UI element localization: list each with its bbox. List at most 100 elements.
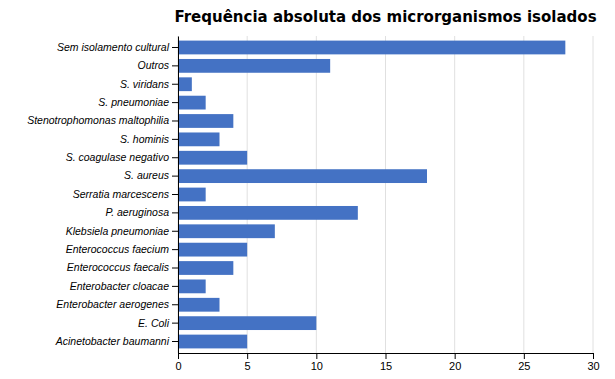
chart: 0 5 10 15 20 25 30 Acinetobacter baumanni E. Col… <box>0 0 615 379</box>
tick-label: S. viridans <box>120 78 170 90</box>
x-axis: 0 5 10 15 20 25 30 <box>175 353 599 372</box>
tick-mark <box>247 353 248 359</box>
tick-mark <box>172 249 178 250</box>
tick-label: Enterococcus faecium <box>66 243 170 255</box>
tick-mark <box>172 286 178 287</box>
tick-label: 0 <box>175 360 181 372</box>
y-axis: Acinetobacter baumanni E. Coli Enterobacte… <box>27 37 178 354</box>
bar <box>178 41 565 55</box>
tick: Serratia marcescens <box>73 188 178 200</box>
tick: Klebsiela pneumoniae <box>66 225 178 237</box>
tick-label: Stenotrophomonas maltophilia <box>27 114 169 126</box>
tick-label: Serratia marcescens <box>73 188 170 200</box>
tick-mark <box>172 323 178 324</box>
bar <box>178 224 275 238</box>
grid-line <box>247 36 248 353</box>
tick-mark <box>593 353 594 359</box>
tick-label: 10 <box>311 360 323 372</box>
tick-mark <box>172 47 178 48</box>
tick-label: Klebsiela pneumoniae <box>66 225 169 237</box>
bar <box>178 132 220 146</box>
tick-label: Enterococcus faecalis <box>67 261 170 273</box>
tick-mark <box>172 139 178 140</box>
tick-mark <box>316 353 317 359</box>
tick-label: S. hominis <box>120 133 170 145</box>
tick-mark <box>172 194 178 195</box>
tick-mark <box>172 84 178 85</box>
bar <box>178 243 247 257</box>
bar <box>178 188 206 202</box>
tick: S. viridans <box>120 78 178 90</box>
tick: 0 <box>175 353 181 372</box>
tick-label: 25 <box>518 360 530 372</box>
tick: 25 <box>518 353 530 372</box>
tick: S. hominis <box>120 133 178 145</box>
tick-mark <box>172 157 178 158</box>
tick-mark <box>386 353 387 359</box>
tick: S. pneumoniae <box>98 96 178 108</box>
tick-label: S. coagulase negativo <box>66 151 169 163</box>
grid-line <box>523 36 524 353</box>
tick: 5 <box>245 353 251 372</box>
tick: Outros <box>137 59 178 71</box>
tick: Stenotrophomonas maltophilia <box>27 114 178 126</box>
bar <box>178 114 233 128</box>
tick-mark <box>172 304 178 305</box>
tick-label: P. aeruginosa <box>106 206 170 218</box>
bar <box>178 96 206 110</box>
tick: Enterococcus faecium <box>66 243 178 255</box>
bar <box>178 316 316 330</box>
tick-mark <box>172 231 178 232</box>
tick-label: 30 <box>587 360 599 372</box>
tick-label: 5 <box>245 360 251 372</box>
tick: Enterococcus faecalis <box>67 261 178 273</box>
bar <box>178 335 247 349</box>
tick-label: S. aureus <box>124 169 170 181</box>
plot: 0 5 10 15 20 25 30 Acinetobacter baumanni E. Col… <box>27 36 599 372</box>
tick: P. aeruginosa <box>106 206 178 218</box>
tick-label: 15 <box>380 360 392 372</box>
tick-mark <box>524 353 525 359</box>
tick: Enterobacter aerogenes <box>56 298 178 310</box>
bar <box>178 206 358 220</box>
grid-line <box>593 36 594 353</box>
tick: E. Coli <box>138 316 178 328</box>
bar <box>178 279 206 293</box>
tick: Enterobacter cloacae <box>70 280 178 292</box>
axis-domain <box>178 37 179 354</box>
tick-mark <box>172 268 178 269</box>
tick: 15 <box>380 353 392 372</box>
tick-mark <box>455 353 456 359</box>
bar <box>178 151 247 165</box>
bar <box>178 298 220 312</box>
tick-mark <box>172 212 178 213</box>
tick-mark <box>178 353 179 359</box>
tick-mark <box>172 176 178 177</box>
grid-line <box>454 36 455 353</box>
tick: 30 <box>587 353 599 372</box>
bar <box>178 169 427 183</box>
bar <box>178 261 233 275</box>
tick-label: Enterobacter aerogenes <box>56 298 169 310</box>
tick-mark <box>172 120 178 121</box>
grid-line <box>385 36 386 353</box>
bar <box>178 77 192 91</box>
tick: 10 <box>311 353 323 372</box>
tick-mark <box>172 65 178 66</box>
bars <box>178 41 565 349</box>
title: Frequência absoluta dos microrganismos i… <box>174 8 596 26</box>
tick-label: Enterobacter cloacae <box>70 280 169 292</box>
bar <box>178 59 330 73</box>
grid <box>178 36 593 353</box>
tick: S. aureus <box>124 169 178 181</box>
tick-label: Outros <box>137 59 169 71</box>
grid-line <box>316 36 317 353</box>
tick-label: Sem isolamento cultural <box>57 41 170 53</box>
tick: Acinetobacter baumanni <box>55 335 178 347</box>
tick-label: 20 <box>449 360 461 372</box>
tick-label: Acinetobacter baumanni <box>55 335 170 347</box>
tick-label: S. pneumoniae <box>98 96 169 108</box>
tick-label: E. Coli <box>138 316 170 328</box>
tick: 20 <box>449 353 461 372</box>
tick: Sem isolamento cultural <box>57 41 178 53</box>
